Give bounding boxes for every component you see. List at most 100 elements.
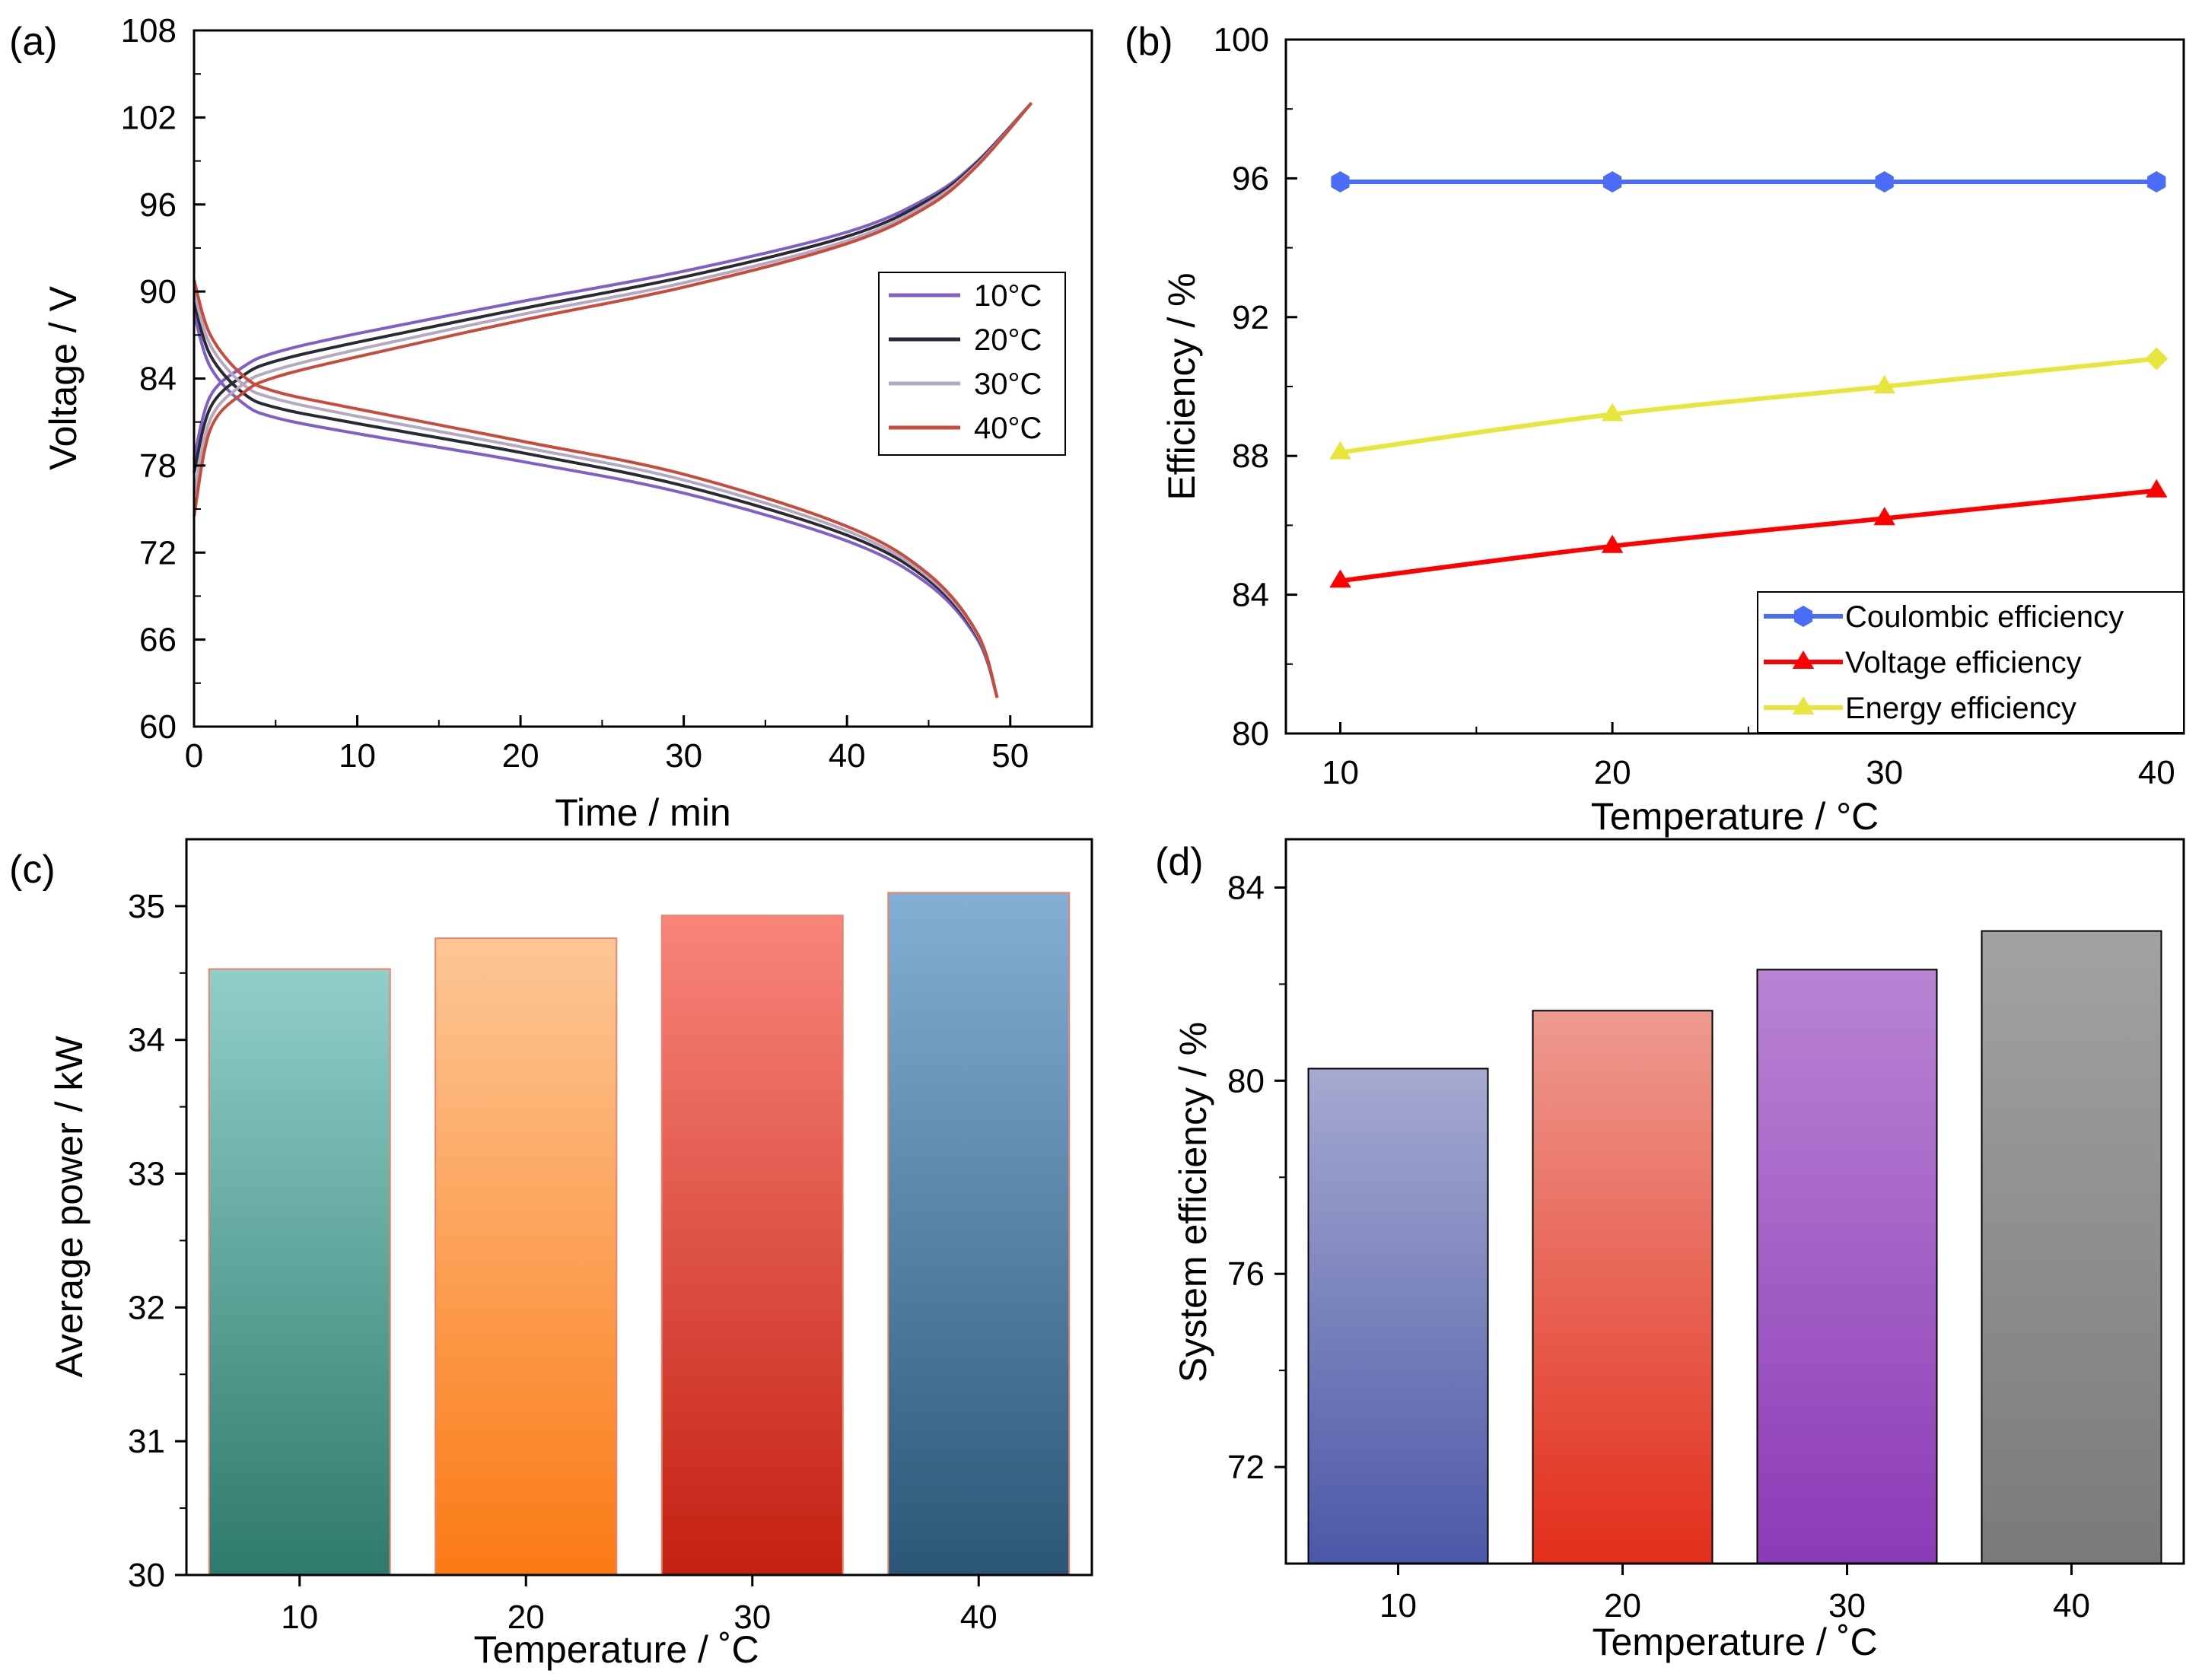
bar-c-10 [208, 968, 391, 1576]
y-tick-label-b: 80 [1232, 715, 1269, 752]
series-line-b-2 [1340, 356, 2157, 455]
y-tick-label-b: 88 [1232, 438, 1269, 475]
y-axis-title-d: System efficiency / % [1172, 1022, 1214, 1382]
legend-marker-b [1792, 651, 1815, 669]
legend-label-a: 20°C [974, 323, 1042, 357]
x-tick-label-c: 40 [960, 1599, 998, 1636]
legend-label-b: Voltage efficiency [1845, 646, 2082, 679]
plot-frame-d [1284, 838, 2185, 1565]
data-marker-b [1875, 171, 1894, 192]
data-marker-b [1603, 171, 1622, 192]
y-tick-label-c: 33 [128, 1156, 165, 1193]
data-marker-b [2145, 347, 2169, 371]
legend-b: Coulombic efficiency Voltage efficiency En… [1757, 591, 2184, 733]
x-tick-label-b: 30 [1866, 754, 1903, 791]
y-tick-label-a: 60 [139, 708, 177, 746]
x-tick-label-a: 40 [829, 737, 866, 775]
y-axis-title-c: Average power / kW [48, 1036, 91, 1378]
panel-b-efficiency-lines: (b) 10 20 30 40 80 84 88 92 96 100 Temperature / … [1125, 20, 2185, 838]
series-line-b-1 [1340, 488, 2157, 584]
x-tick-label-a: 10 [339, 737, 376, 775]
data-marker-b [1873, 375, 1895, 393]
y-tick-label-a: 72 [139, 534, 177, 571]
y-tick-label-d: 84 [1227, 869, 1265, 906]
y-tick-label-d: 72 [1227, 1449, 1265, 1486]
series-line-2-charge [193, 101, 1033, 495]
y-axis-title-a: Voltage / V [42, 285, 84, 469]
series-line-3-charge [193, 101, 1033, 517]
y-tick-label-a: 84 [139, 361, 177, 398]
x-axis-title-c: Temperature / ˚C [473, 1628, 759, 1671]
panel-label-b: (b) [1125, 20, 1173, 64]
x-axis-title-d: Temperature / ˚C [1592, 1621, 1877, 1663]
data-marker-b [2145, 479, 2168, 498]
y-tick-label-d: 80 [1227, 1062, 1265, 1099]
bar-d-10 [1307, 1068, 1489, 1564]
y-tick-label-a: 78 [139, 447, 177, 485]
x-tick-label-b: 20 [1594, 754, 1631, 791]
x-tick-label-b: 40 [2138, 754, 2175, 791]
y-tick-label-b: 84 [1232, 577, 1269, 614]
series-line-2-discharge [193, 291, 999, 698]
y-tick-label-b: 100 [1214, 21, 1269, 59]
x-tick-label-d: 30 [1828, 1587, 1866, 1624]
panel-label-c: (c) [9, 848, 56, 892]
x-tick-label-c: 20 [508, 1599, 545, 1636]
series-line-0-charge [193, 101, 1033, 459]
y-tick-label-c: 35 [128, 888, 165, 925]
panel-label-a: (a) [9, 20, 58, 64]
legend-marker-b [1792, 696, 1815, 714]
y-tick-label-a: 90 [139, 273, 177, 310]
data-marker-b [1873, 507, 1895, 526]
y-tick-label-b: 92 [1232, 299, 1269, 336]
bar-c-30 [660, 915, 844, 1576]
data-marker-b [1601, 534, 1624, 553]
series-line-0-discharge [193, 313, 999, 698]
x-tick-label-a: 50 [991, 737, 1029, 775]
bar-d-20 [1532, 1010, 1714, 1564]
data-marker-b [2147, 171, 2166, 192]
bar-c-40 [887, 892, 1071, 1576]
y-tick-label-c: 30 [128, 1557, 165, 1594]
x-tick-label-a: 20 [502, 737, 539, 775]
x-tick-label-c: 30 [733, 1599, 771, 1636]
legend-marker-b [1793, 606, 1813, 627]
series-line-3-discharge [193, 279, 999, 698]
x-tick-label-d: 10 [1379, 1587, 1417, 1624]
bar-d-40 [1981, 930, 2162, 1564]
data-marker-b [1329, 569, 1351, 588]
plot-frame-c [185, 838, 1093, 1577]
y-tick-label-c: 34 [128, 1022, 165, 1059]
legend-label-a: 40°C [974, 412, 1042, 445]
panel-label-d: (d) [1155, 840, 1204, 884]
legend-label-a: 30°C [974, 368, 1042, 401]
y-tick-label-d: 76 [1227, 1255, 1265, 1293]
data-marker-b [1329, 441, 1351, 460]
x-tick-label-a: 0 [185, 737, 203, 775]
y-axis-title-b: Efficiency / % [1160, 272, 1203, 500]
bar-d-30 [1756, 969, 1938, 1564]
panel-d-system-efficiency: (d) 10 20 30 40 72 76 80 84 Temperature / ˚C Sy… [1155, 838, 2185, 1663]
legend-a: 10°C 20°C 30°C 40°C [878, 272, 1066, 456]
y-tick-label-a: 108 [121, 12, 177, 49]
legend-label-b: Coulombic efficiency [1845, 600, 2124, 634]
bar-c-20 [434, 937, 618, 1576]
legend-label-a: 10°C [974, 279, 1042, 313]
data-marker-b [1601, 402, 1624, 422]
panel-c-average-power: (c) 10 20 30 40 30 31 32 33 34 35 Temperature / ˚… [9, 838, 1093, 1671]
y-tick-label-b: 96 [1232, 160, 1269, 197]
y-tick-label-a: 96 [139, 186, 177, 224]
series-line-1-discharge [193, 301, 999, 698]
x-tick-label-a: 30 [665, 737, 702, 775]
panel-a-voltage-curves: (a) 0 10 20 30 40 50 60 66 72 78 84 90 96 102 108 Time… [9, 12, 1093, 834]
legend-label-b: Energy efficiency [1845, 692, 2076, 725]
legend-box-a [878, 272, 1066, 456]
data-marker-b [1331, 171, 1350, 192]
x-tick-label-d: 20 [1604, 1587, 1641, 1624]
y-tick-label-a: 102 [121, 99, 177, 136]
x-axis-title-b: Temperature / °C [1591, 795, 1879, 838]
x-tick-label-b: 10 [1322, 754, 1359, 791]
x-tick-label-c: 10 [281, 1599, 318, 1636]
y-tick-label-c: 31 [128, 1423, 165, 1460]
